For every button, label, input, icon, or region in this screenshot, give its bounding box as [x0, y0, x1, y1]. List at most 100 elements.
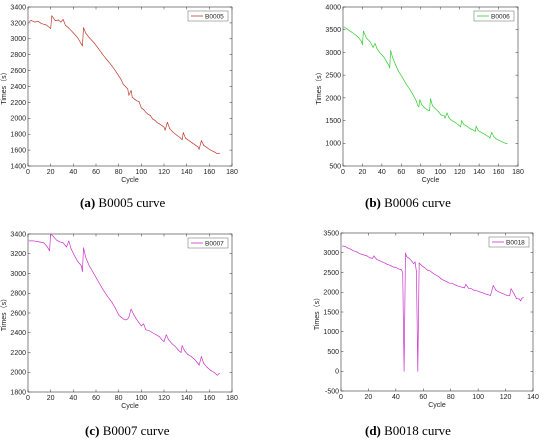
data-point: [476, 290, 478, 292]
chart-panel-d: 0 20 40 60 80 100 120 140-500050010001500200025…: [313, 230, 539, 409]
data-point: [122, 318, 124, 320]
data-point: [83, 247, 84, 249]
y-tick-label: 3000: [10, 271, 26, 278]
data-point: [171, 343, 173, 344]
data-point: [459, 286, 461, 288]
data-point: [457, 285, 458, 287]
x-axis-label: Cycle: [428, 402, 446, 409]
caption-c-letter: (c): [85, 423, 100, 438]
data-point: [219, 372, 220, 374]
data-point: [498, 291, 500, 293]
data-point: [85, 32, 87, 34]
data-point: [372, 47, 374, 48]
data-point: [195, 144, 197, 146]
data-point: [520, 300, 522, 302]
data-point: [443, 280, 445, 281]
x-tick-label: 60: [419, 394, 427, 401]
data-point: [130, 90, 132, 91]
data-point: [454, 284, 456, 286]
data-point: [97, 281, 99, 282]
data-point: [102, 54, 104, 56]
data-point: [506, 295, 508, 296]
data-point: [136, 100, 138, 102]
data-point: [390, 265, 391, 266]
legend-label: B0006: [491, 13, 510, 20]
caption-c-text: B0007 curve: [102, 423, 170, 438]
legend-label: B0005: [205, 13, 224, 20]
data-point: [421, 104, 423, 106]
data-point: [93, 273, 95, 274]
data-point: [414, 261, 416, 263]
legend-box: [488, 236, 530, 248]
caption-d: (d) B0018 curve: [365, 423, 451, 439]
x-tick-label: 100: [135, 395, 147, 402]
data-point: [465, 284, 467, 285]
data-point: [502, 141, 503, 143]
data-point: [134, 98, 135, 100]
x-tick-label: 140: [473, 169, 485, 176]
data-point: [432, 105, 433, 106]
y-axis-label: Times（s）: [0, 295, 8, 331]
legend-label: B0007: [205, 240, 224, 247]
data-point: [85, 257, 87, 259]
x-tick-label: 60: [397, 169, 405, 176]
data-point: [147, 113, 149, 115]
data-point: [503, 293, 505, 295]
data-point: [120, 316, 122, 318]
data-point: [376, 48, 378, 50]
data-point: [451, 120, 453, 121]
data-point: [181, 345, 183, 346]
x-tick-label: 120: [158, 169, 170, 176]
data-point: [384, 262, 386, 264]
x-axis-label: Cycle: [121, 403, 139, 410]
data-point: [182, 132, 184, 133]
x-tick-label: 120: [158, 395, 170, 402]
x-tick-label: 180: [226, 169, 238, 176]
data-point: [491, 132, 493, 133]
data-point: [477, 130, 479, 131]
data-point: [400, 269, 402, 271]
data-point: [43, 242, 45, 244]
data-point: [125, 86, 126, 87]
data-point: [461, 120, 462, 121]
y-tick-label: 1400: [10, 163, 26, 170]
data-point: [188, 140, 190, 141]
data-point: [448, 117, 450, 119]
x-tick-label: 20: [47, 395, 55, 402]
y-tick-label: 3000: [323, 250, 339, 257]
data-point: [34, 21, 36, 23]
data-point: [165, 334, 167, 336]
y-tick-label: 2200: [10, 100, 26, 107]
y-tick-label: 500: [327, 349, 339, 356]
data-point: [54, 20, 56, 21]
data-point: [138, 322, 140, 324]
data-point: [366, 255, 368, 257]
data-point: [485, 134, 487, 136]
data-point: [184, 350, 185, 351]
data-point: [395, 64, 396, 66]
data-point: [472, 129, 474, 131]
data-point: [493, 136, 495, 137]
data-point: [72, 32, 74, 34]
data-point: [523, 297, 524, 298]
y-tick-label: 2000: [10, 116, 26, 123]
data-point: [484, 293, 486, 295]
series-line-B0005: [29, 15, 220, 155]
caption-d-text: B0018 curve: [384, 423, 451, 438]
data-point: [392, 57, 393, 58]
data-point: [409, 89, 411, 91]
data-point: [169, 128, 171, 129]
y-tick-label: 1600: [10, 148, 26, 155]
data-point: [362, 44, 363, 46]
series-line-B0007: [29, 233, 220, 376]
data-point: [470, 128, 471, 130]
y-tick-label: 2800: [10, 291, 26, 298]
data-point: [59, 241, 61, 243]
chart-panel-c: 0 20 40 60 80 100 120 140 160 180 1800 2000 2200 2400…: [0, 231, 238, 410]
data-point: [210, 149, 211, 151]
data-point: [77, 261, 79, 262]
data-point: [354, 33, 356, 35]
data-point: [93, 42, 95, 43]
data-point: [66, 246, 67, 248]
x-tick-label: 0: [341, 169, 345, 176]
